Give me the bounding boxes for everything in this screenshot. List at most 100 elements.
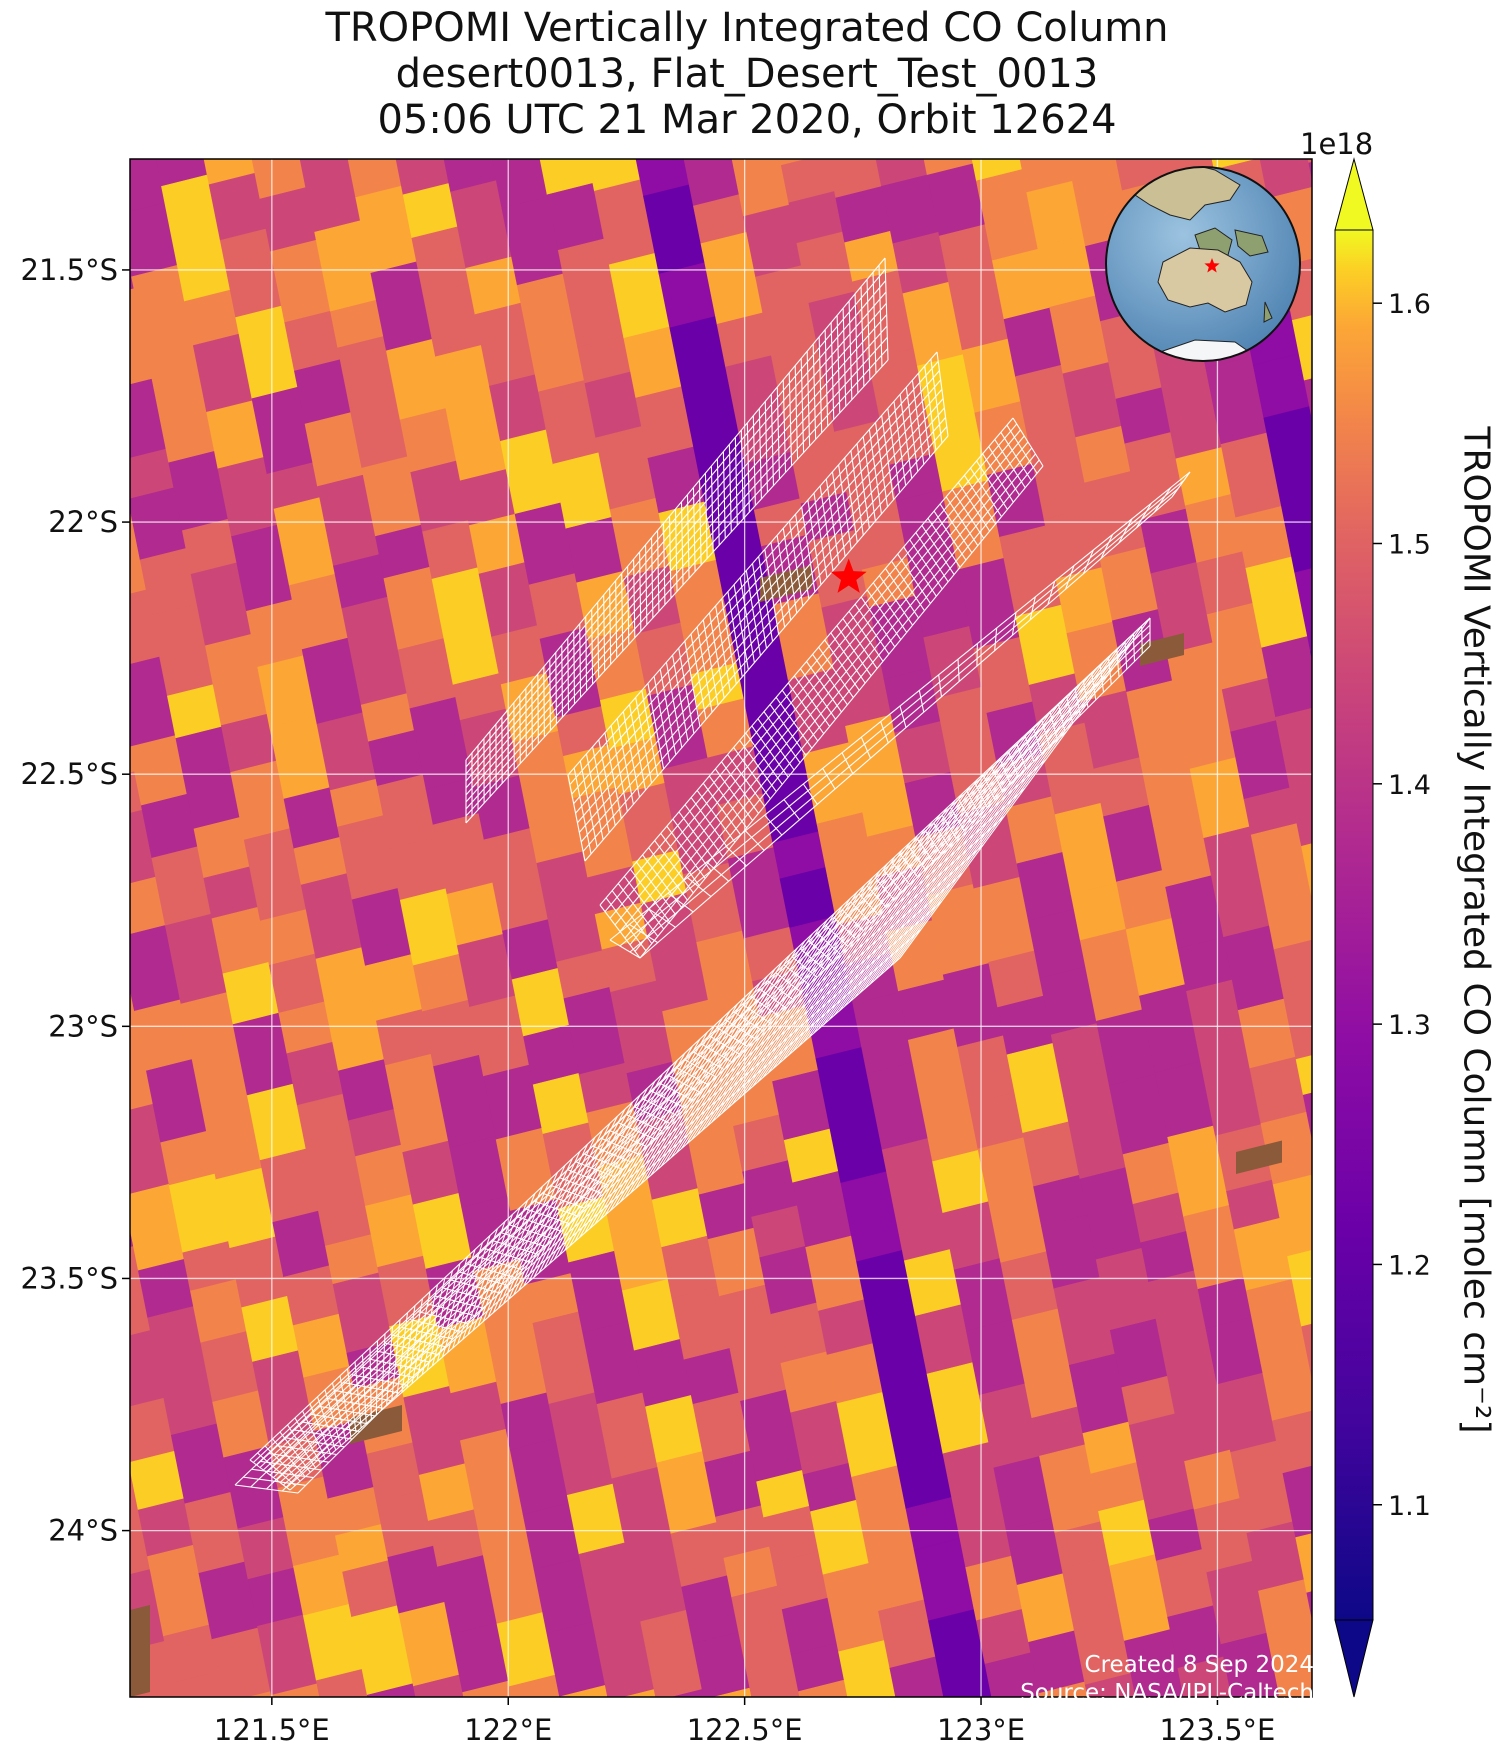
co-pixel xyxy=(130,1215,137,1248)
co-pixel xyxy=(0,347,19,432)
credit-created: Created 8 Sep 2024 xyxy=(1084,1652,1314,1678)
footprint-swath xyxy=(609,471,1191,959)
co-pixel xyxy=(1427,1462,1483,1516)
co-pixel xyxy=(0,546,8,619)
co-pixel xyxy=(1397,834,1461,927)
co-pixel xyxy=(1273,939,1312,988)
co-pixel xyxy=(0,946,42,1027)
co-pixel xyxy=(1435,1504,1494,1591)
co-pixel xyxy=(51,1060,111,1132)
y-axis-ticks: 21.5°S 22°S 22.5°S 23°S 23.5°S 24°S xyxy=(21,253,130,1548)
co-pixel xyxy=(0,1137,27,1192)
co-pixel xyxy=(4,108,64,181)
footprint-swath xyxy=(567,351,949,862)
x-tick-label: 122.5°E xyxy=(687,1713,803,1747)
co-pixel xyxy=(1424,1687,1484,1748)
co-pixel xyxy=(1261,635,1312,718)
co-pixel xyxy=(1372,469,1429,527)
co-pixel xyxy=(1287,1249,1312,1327)
y-tick-label: 22.5°S xyxy=(21,757,118,791)
co-pixel xyxy=(1282,1465,1312,1538)
footprint-swath xyxy=(249,617,1151,1491)
y-tick-label: 23.5°S xyxy=(21,1261,118,1295)
co-pixel xyxy=(491,159,497,161)
footprint-swath xyxy=(599,417,1044,959)
co-pixel xyxy=(54,1315,112,1377)
co-pixel xyxy=(38,276,99,352)
co-pixel xyxy=(1295,1055,1312,1096)
co-pixel xyxy=(64,1366,128,1457)
co-pixel xyxy=(51,340,107,390)
co-pixel xyxy=(130,1695,131,1697)
co-pixel xyxy=(676,108,731,157)
co-pixel xyxy=(27,1181,87,1252)
colorbar-tick-label: 1.4 xyxy=(1388,770,1431,801)
co-pixel xyxy=(299,159,305,161)
co-pixel xyxy=(0,108,19,196)
co-pixel xyxy=(798,1679,851,1697)
colorbar-extend-min xyxy=(1334,1619,1374,1698)
co-pixel xyxy=(8,605,70,687)
globe-location-star-icon xyxy=(1204,258,1220,273)
co-pixel xyxy=(1287,530,1312,574)
co-pixel xyxy=(1272,1174,1312,1257)
co-pixel xyxy=(1271,450,1312,538)
target-star-icon xyxy=(830,558,867,593)
co-pixel xyxy=(670,1688,707,1697)
co-pixel xyxy=(724,108,779,157)
co-pixel xyxy=(1177,1655,1235,1697)
co-pixel xyxy=(1263,405,1312,461)
co-pixel xyxy=(1337,1732,1395,1748)
co-pixel xyxy=(9,371,64,420)
co-pixel xyxy=(1258,1578,1312,1670)
co-pixel xyxy=(1272,1410,1312,1474)
co-pixel xyxy=(0,527,48,579)
co-pixel xyxy=(44,547,101,605)
footprint-swath xyxy=(465,257,889,824)
colorbar-tick-label: 1.5 xyxy=(1388,530,1431,561)
co-pixel xyxy=(1132,1673,1187,1697)
co-pixel xyxy=(0,745,3,835)
co-pixel xyxy=(1328,1685,1386,1745)
co-pixel xyxy=(172,1695,179,1697)
co-pixel xyxy=(413,1674,467,1697)
co-pixel xyxy=(1402,1339,1460,1401)
co-column-map xyxy=(0,108,1494,1748)
x-tick-label: 122°E xyxy=(464,1713,552,1747)
co-pixel xyxy=(5,1070,61,1122)
x-axis-ticks: 121.5°E 122°E 122.5°E 123°E 123.5°E xyxy=(214,1697,1275,1747)
co-pixel xyxy=(0,470,40,539)
co-pixel xyxy=(0,874,28,958)
map-title-line-1: TROPOMI Vertically Integrated CO Column xyxy=(325,5,1169,51)
co-pixel xyxy=(68,1625,127,1691)
co-pixel xyxy=(462,1680,515,1697)
co-pixel xyxy=(1287,1723,1346,1748)
colorbar-tick-label: 1.2 xyxy=(1388,1250,1431,1281)
co-pixel xyxy=(0,300,57,383)
x-tick-label: 123.5°E xyxy=(1160,1713,1276,1747)
co-pixel xyxy=(0,567,56,617)
colorbar-tick-label: 1.1 xyxy=(1388,1491,1431,1522)
co-pixel xyxy=(1479,1484,1494,1533)
co-pixel xyxy=(1475,1704,1494,1748)
co-pixel xyxy=(58,378,119,455)
co-pixel xyxy=(172,1670,227,1697)
co-pixel xyxy=(388,108,443,157)
colorbar-ticks: 1.1 1.2 1.3 1.4 1.5 1.6 xyxy=(1373,289,1431,1522)
co-pixel xyxy=(67,902,127,975)
co-pixel xyxy=(63,1120,127,1211)
co-pixel xyxy=(1273,1659,1312,1697)
co-pixel xyxy=(1307,159,1312,164)
co-pixel xyxy=(13,1354,75,1435)
co-pixel xyxy=(1084,1672,1139,1697)
co-pixel xyxy=(0,421,29,482)
co-pixel xyxy=(1259,159,1312,199)
co-pixel xyxy=(13,1110,75,1192)
map-frame xyxy=(129,158,1313,1698)
co-pixel xyxy=(16,169,74,229)
co-pixel xyxy=(0,1015,53,1082)
co-pixel xyxy=(1285,762,1312,847)
colorbar: 1.1 1.2 1.3 1.4 1.5 1.6 xyxy=(1334,157,1431,1698)
co-pixel xyxy=(52,108,109,166)
terrain-patch xyxy=(1236,1140,1282,1175)
